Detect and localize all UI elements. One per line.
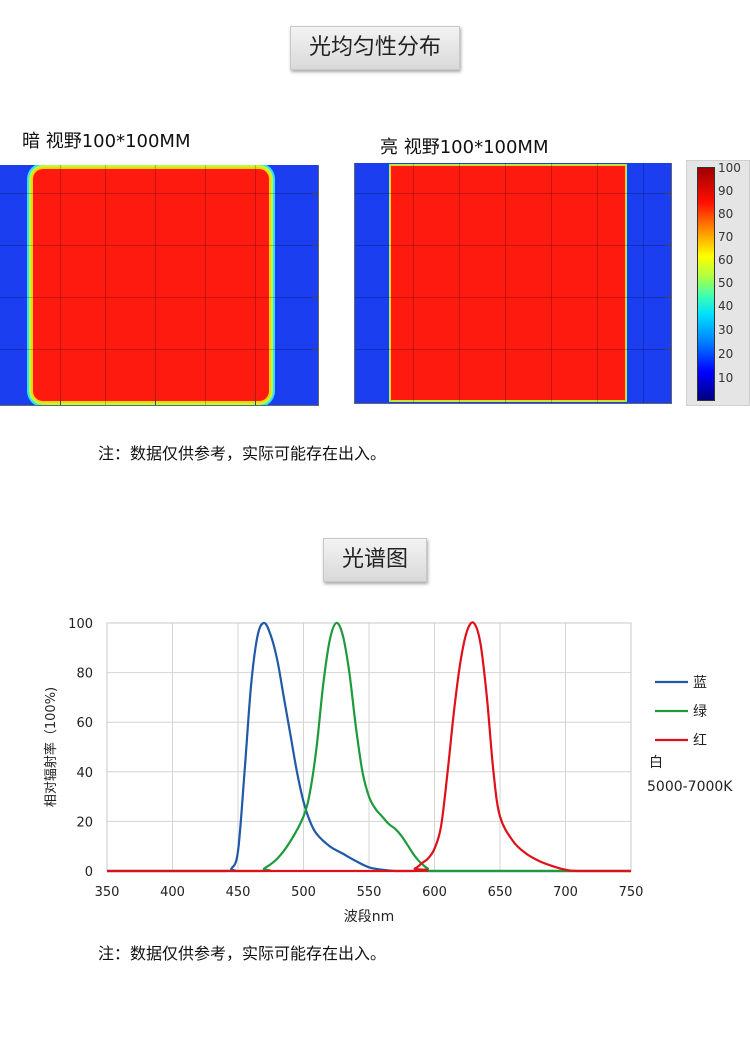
- x-tick-label: 350: [95, 885, 120, 900]
- scale-tick-label: 20: [718, 347, 734, 361]
- spectrum-title-wrap: 光谱图: [0, 538, 750, 582]
- legend-label: 蓝: [693, 675, 707, 691]
- series-line-2: [106, 621, 631, 873]
- x-tick-label: 500: [291, 885, 316, 900]
- color-scale-bar: [697, 167, 715, 401]
- scale-tick-label: 60: [718, 253, 734, 267]
- x-tick-label: 700: [553, 885, 578, 900]
- scale-tick-label: 10: [718, 371, 734, 385]
- uniformity-title-wrap: 光均匀性分布: [0, 26, 750, 70]
- uniformity-title: 光均匀性分布: [289, 26, 460, 70]
- y-tick-label: 100: [68, 617, 93, 632]
- white-label: 白: [649, 755, 663, 771]
- spectrum-note: 注：数据仅供参考，实际可能存在出入。: [98, 944, 387, 963]
- x-tick-label: 400: [160, 885, 185, 900]
- dark-red-area: [33, 169, 269, 401]
- white-cct: 5000-7000K: [647, 779, 733, 795]
- color-scale: 100 90 80 70 60 50 40 30 20 10: [686, 160, 750, 406]
- x-tick-label: 600: [422, 885, 447, 900]
- bright-red-area: [391, 166, 625, 400]
- dark-uniformity-map: [0, 165, 319, 406]
- scale-tick-label: 90: [718, 184, 734, 198]
- x-tick-label: 550: [357, 885, 382, 900]
- legend-label: 红: [693, 733, 707, 749]
- spectrum-title: 光谱图: [322, 538, 427, 582]
- dark-field-label: 暗 视野100*100MM: [22, 131, 191, 152]
- y-tick-label: 0: [85, 865, 93, 880]
- bright-uniformity-map: [354, 163, 672, 404]
- scale-tick-label: 50: [718, 276, 734, 290]
- spectrum-chart: 350 400 450 500 550 600 650 700 750020406080100 …: [43, 617, 733, 925]
- scale-tick-label: 40: [718, 299, 734, 313]
- scale-tick-label: 70: [718, 230, 734, 244]
- series-line-3: [106, 621, 631, 873]
- y-tick-label: 60: [76, 716, 93, 731]
- legend-label: 绿: [693, 704, 707, 720]
- y-tick-label: 40: [76, 766, 93, 781]
- y-tick-label: 20: [76, 815, 93, 830]
- uniformity-note: 注：数据仅供参考，实际可能存在出入。: [98, 444, 387, 463]
- y-axis-label: 相对辐射率（100%): [43, 687, 59, 807]
- x-tick-label: 450: [226, 885, 251, 900]
- bright-field-label: 亮 视野100*100MM: [380, 137, 549, 158]
- scale-tick-label: 100: [718, 161, 741, 175]
- x-tick-label: 750: [619, 885, 644, 900]
- x-axis-label: 波段nm: [344, 909, 395, 925]
- x-tick-label: 650: [488, 885, 513, 900]
- scale-tick-label: 80: [718, 207, 734, 221]
- scale-tick-label: 30: [718, 323, 734, 337]
- y-tick-label: 80: [76, 667, 93, 682]
